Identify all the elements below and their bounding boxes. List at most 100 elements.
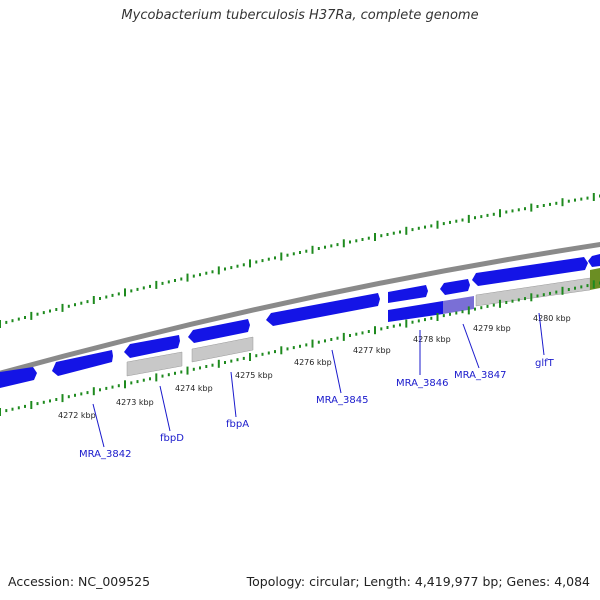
leader-line xyxy=(230,371,237,418)
minor-tick xyxy=(492,212,495,216)
minor-tick xyxy=(136,380,139,384)
minor-tick xyxy=(555,290,558,294)
minor-tick xyxy=(474,307,476,311)
minor-tick xyxy=(442,314,445,318)
minor-tick xyxy=(386,326,389,329)
gene-arrow[interactable] xyxy=(124,335,180,358)
minor-tick xyxy=(336,243,339,247)
major-tick xyxy=(374,233,376,241)
gene-arrow[interactable] xyxy=(266,293,380,326)
major-tick xyxy=(61,394,64,403)
minor-tick xyxy=(161,374,164,378)
minor-tick xyxy=(330,338,333,341)
minor-tick xyxy=(224,267,226,271)
gene-arrow[interactable] xyxy=(188,319,250,343)
minor-tick xyxy=(480,215,483,219)
minor-tick xyxy=(399,230,401,234)
minor-tick xyxy=(455,219,458,223)
minor-tick xyxy=(11,319,14,323)
minor-tick xyxy=(505,301,508,304)
gene-label-fbpa[interactable]: fbpA xyxy=(226,419,249,430)
highlighted-gene[interactable] xyxy=(443,296,474,314)
minor-tick xyxy=(386,233,389,236)
gene-label-mra3847[interactable]: MRA_3847 xyxy=(454,370,506,381)
minor-tick xyxy=(324,339,326,343)
minor-tick xyxy=(180,370,183,374)
kbp-label: 4272 kbp xyxy=(58,411,96,420)
minor-tick xyxy=(486,304,489,308)
minor-tick xyxy=(174,279,176,282)
minor-tick xyxy=(236,264,239,268)
major-tick xyxy=(186,273,189,282)
gene-label-fbpd[interactable]: fbpD xyxy=(160,433,184,444)
minor-tick xyxy=(224,361,226,364)
minor-tick xyxy=(17,317,20,321)
gene-label-glft[interactable]: glfT xyxy=(535,358,555,369)
minor-tick xyxy=(267,351,270,355)
pseudogene-block[interactable] xyxy=(126,351,183,377)
genome-summary-text: Topology: circular; Length: 4,419,977 bp… xyxy=(246,574,590,589)
minor-tick xyxy=(461,218,464,222)
minor-tick xyxy=(111,293,114,297)
major-tick xyxy=(467,306,470,315)
gene-arrow[interactable] xyxy=(0,367,37,388)
kbp-label: 4273 kbp xyxy=(116,398,154,407)
minor-tick xyxy=(574,198,576,202)
gene-label-mra3846[interactable]: MRA_3846 xyxy=(396,378,448,389)
minor-tick xyxy=(149,377,151,381)
minor-tick xyxy=(574,286,576,290)
minor-tick xyxy=(392,324,395,328)
minor-tick xyxy=(174,371,176,375)
gene-arrow[interactable] xyxy=(472,257,588,286)
major-tick xyxy=(311,339,314,348)
minor-tick xyxy=(299,344,301,348)
gene-arrow[interactable] xyxy=(388,285,428,303)
minor-tick xyxy=(299,251,301,254)
minor-tick xyxy=(324,245,326,249)
major-tick xyxy=(30,311,33,320)
gene-arrow[interactable] xyxy=(388,301,443,322)
minor-tick xyxy=(211,270,214,274)
gene-arrow[interactable] xyxy=(440,279,470,295)
gene-label-mra3842[interactable]: MRA_3842 xyxy=(79,449,131,460)
minor-tick xyxy=(486,213,489,217)
minor-tick xyxy=(105,386,108,390)
minor-tick xyxy=(361,331,364,335)
minor-tick xyxy=(417,319,420,323)
minor-tick xyxy=(74,303,76,307)
other-feature[interactable] xyxy=(590,268,600,290)
minor-tick xyxy=(399,323,401,327)
minor-tick xyxy=(142,286,145,290)
minor-tick xyxy=(536,205,539,208)
minor-tick xyxy=(36,312,39,316)
minor-tick xyxy=(286,347,289,351)
pseudogene-block[interactable] xyxy=(191,336,254,363)
minor-tick xyxy=(392,231,395,235)
minor-tick xyxy=(36,402,39,406)
major-tick xyxy=(374,326,376,335)
minor-tick xyxy=(367,236,370,240)
gene-arrow[interactable] xyxy=(52,350,113,376)
minor-tick xyxy=(199,366,201,370)
major-tick xyxy=(92,296,95,304)
minor-tick xyxy=(117,384,120,388)
minor-tick xyxy=(424,318,426,322)
major-tick xyxy=(155,373,158,382)
major-tick xyxy=(499,299,501,308)
minor-tick xyxy=(274,350,276,354)
gene-label-mra3845[interactable]: MRA_3845 xyxy=(316,395,368,406)
inner-tick-ring xyxy=(0,280,600,416)
minor-tick xyxy=(86,391,89,395)
major-tick xyxy=(592,280,595,289)
major-tick xyxy=(311,245,314,254)
minor-tick xyxy=(411,320,414,324)
minor-tick xyxy=(11,407,14,411)
kbp-label: 4274 kbp xyxy=(175,384,213,393)
major-tick xyxy=(0,320,1,328)
leader-line xyxy=(92,403,105,448)
minor-tick xyxy=(236,358,239,362)
major-tick xyxy=(342,332,345,341)
gene-arrow[interactable] xyxy=(588,254,600,267)
major-tick xyxy=(342,239,345,248)
